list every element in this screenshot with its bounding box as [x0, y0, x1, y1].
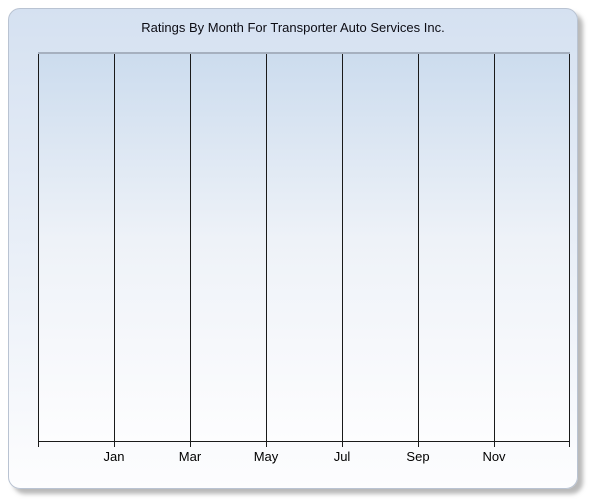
plot-edge-line [38, 54, 39, 447]
chart-panel: Ratings By Month For Transporter Auto Se… [8, 8, 578, 489]
plot-edge-line [569, 54, 570, 447]
x-gridline [418, 54, 419, 447]
x-tick-label: Sep [406, 449, 430, 464]
x-tick-label: Mar [178, 449, 202, 464]
x-gridline [114, 54, 115, 447]
x-gridline [266, 54, 267, 447]
chart-title: Ratings By Month For Transporter Auto Se… [141, 20, 445, 35]
x-gridline [190, 54, 191, 447]
x-tick-label: Nov [482, 449, 506, 464]
x-tick-label: Jan [103, 449, 125, 464]
x-gridline [342, 54, 343, 447]
x-gridline [494, 54, 495, 447]
plot-area: Jan Mar May Jul Sep Nov [38, 52, 570, 464]
x-tick-label: May [253, 449, 279, 464]
x-tick-label: Jul [333, 449, 351, 464]
